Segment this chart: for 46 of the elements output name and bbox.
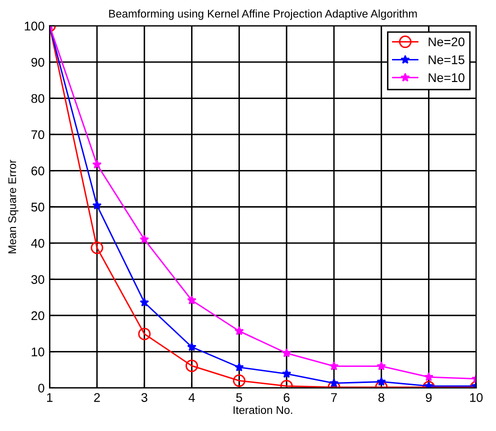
y-tick-label: 30 bbox=[31, 275, 44, 284]
point bbox=[329, 361, 339, 370]
y-tick-label: 60 bbox=[31, 166, 44, 176]
point bbox=[232, 374, 246, 387]
point bbox=[138, 328, 151, 340]
legend-label: Ne=20 bbox=[428, 37, 464, 46]
x-tick-label: 8 bbox=[378, 393, 384, 402]
point bbox=[90, 242, 104, 254]
point bbox=[187, 295, 196, 304]
point bbox=[234, 326, 244, 336]
x-tick-label: 1 bbox=[47, 393, 52, 402]
point bbox=[282, 368, 292, 378]
y-tick-label: 40 bbox=[31, 238, 44, 248]
point bbox=[329, 378, 339, 388]
legend-label: Ne=15 bbox=[428, 55, 464, 64]
point bbox=[282, 348, 292, 358]
y-tick-label: 20 bbox=[31, 311, 44, 320]
point bbox=[92, 200, 102, 210]
point bbox=[186, 360, 198, 372]
point bbox=[234, 362, 244, 372]
point bbox=[424, 372, 434, 382]
point bbox=[140, 298, 150, 307]
point bbox=[187, 342, 196, 352]
x-tick-label: 2 bbox=[94, 393, 100, 402]
x-tick-label: 9 bbox=[426, 393, 432, 402]
x-tick-label: 4 bbox=[188, 393, 195, 402]
y-tick-label: 80 bbox=[31, 94, 44, 103]
y-tick-label: 10 bbox=[32, 347, 44, 356]
chart-title: Beamforming using Kernel Affine Projection Adaptive Algorithm bbox=[109, 9, 417, 20]
x-tick-label: 6 bbox=[284, 393, 290, 402]
point bbox=[92, 160, 102, 169]
y-tick-label: 50 bbox=[31, 202, 44, 212]
x-tick-label: 3 bbox=[141, 393, 148, 402]
point bbox=[140, 234, 150, 244]
x-tick-label: 5 bbox=[236, 393, 242, 402]
y-tick-label: 90 bbox=[31, 58, 44, 67]
legend-label: Ne=10 bbox=[428, 73, 464, 82]
y-tick-label: 100 bbox=[24, 22, 44, 31]
x-axis-title: Iteration No. bbox=[234, 406, 292, 414]
x-tick-label: 7 bbox=[331, 393, 337, 402]
x-tick-label: 10 bbox=[470, 393, 483, 402]
y-axis-title: Mean Square Error bbox=[8, 160, 18, 254]
point bbox=[376, 376, 386, 386]
y-tick-label: 70 bbox=[31, 130, 44, 140]
y-tick-label: 0 bbox=[38, 384, 44, 393]
point bbox=[376, 361, 386, 370]
